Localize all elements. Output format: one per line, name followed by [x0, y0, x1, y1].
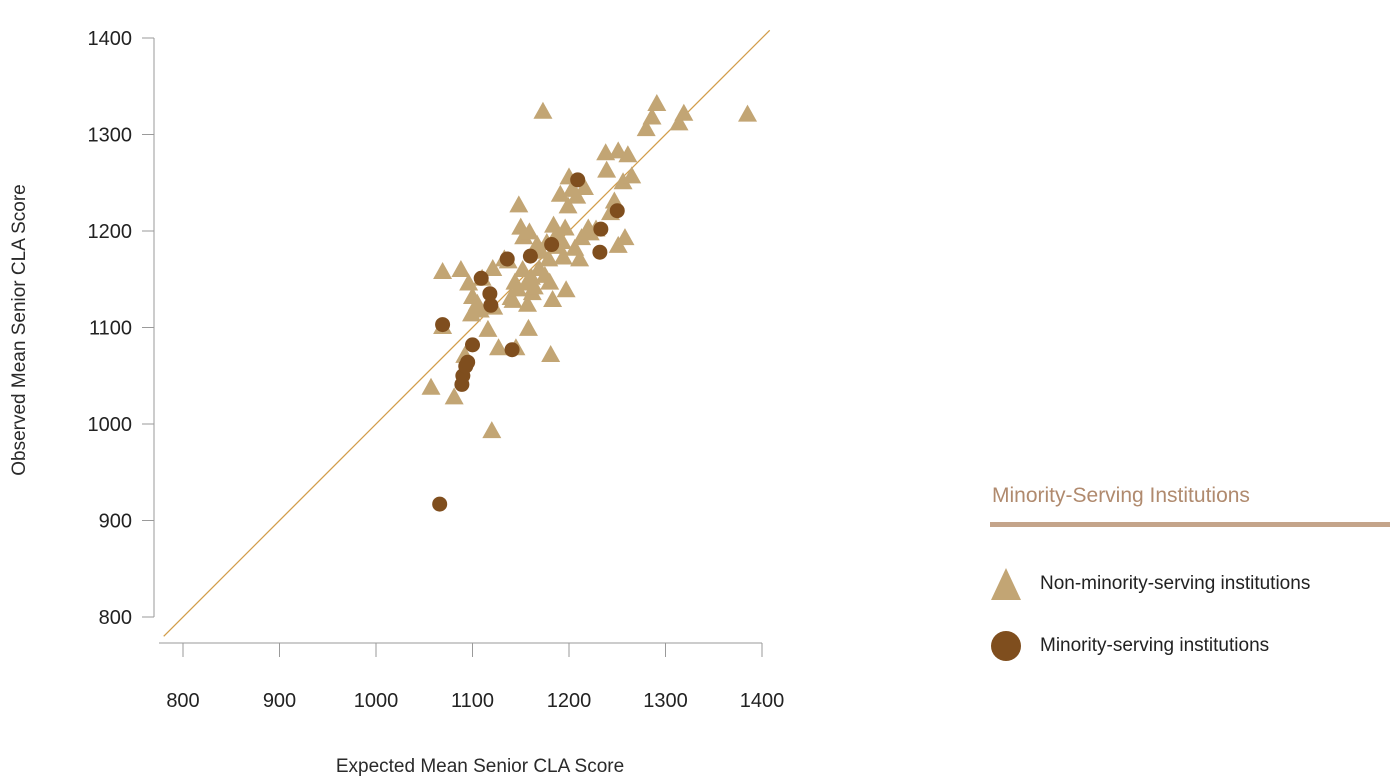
triangle-point: [433, 261, 453, 279]
legend-item-non-minority: Non-minority-serving institutions: [990, 566, 1310, 602]
triangle-point: [543, 289, 563, 307]
x-tick-label: 1100: [451, 690, 494, 712]
triangle-point: [555, 218, 575, 236]
triangle-point: [558, 196, 578, 214]
triangle-point: [647, 94, 667, 112]
triangle-point: [544, 215, 564, 233]
circle-point: [522, 248, 538, 264]
triangle-point: [574, 178, 594, 195]
circle-point: [460, 354, 476, 370]
legend-title: Minority-Serving Institutions: [992, 484, 1250, 507]
triangle-point: [459, 273, 479, 291]
triangle-point: [597, 160, 617, 178]
triangle-point: [519, 222, 539, 240]
triangle-point: [518, 294, 538, 312]
x-axis-title: Expected Mean Senior CLA Score: [336, 756, 624, 777]
triangle-point: [618, 145, 638, 163]
triangle-point: [503, 290, 523, 308]
legend-label: Non-minority-serving institutions: [1040, 573, 1311, 594]
triangle-point: [533, 101, 553, 119]
triangle-point: [482, 421, 502, 439]
triangle-point: [622, 166, 642, 184]
triangle-point: [470, 300, 490, 318]
legend-item-minority: Minority-serving institutions: [990, 628, 1269, 664]
y-tick-label: 1200: [88, 221, 133, 243]
triangle-point: [539, 249, 559, 267]
y-tick-label: 1400: [88, 28, 133, 50]
circle-point: [609, 203, 625, 219]
triangle-point: [444, 387, 464, 405]
circle-point: [499, 251, 515, 267]
chart-axes: 800 900 1000 1100 1200 1300 1400 800 900 1000 1100…: [88, 28, 785, 712]
triangle-point: [513, 260, 533, 278]
triangle-point: [738, 104, 758, 122]
circle-icon: [991, 631, 1021, 661]
y-tick-label: 1100: [89, 318, 132, 340]
x-tick-label: 1300: [643, 690, 688, 712]
circle-point: [435, 317, 451, 333]
triangle-point: [518, 318, 538, 336]
triangle-point: [478, 319, 498, 337]
triangle-point: [483, 259, 503, 277]
y-tick-label: 800: [99, 607, 132, 629]
triangle-point: [570, 249, 590, 267]
triangle-point: [669, 113, 689, 131]
triangle-point: [541, 344, 561, 362]
x-tick-label: 1000: [354, 690, 399, 712]
circle-point: [465, 337, 480, 353]
triangle-point: [540, 272, 560, 290]
triangle-point: [553, 247, 573, 265]
triangle-point: [508, 279, 528, 297]
triangle-point: [613, 172, 633, 190]
circle-point: [473, 270, 489, 286]
x-tick-label: 900: [263, 690, 296, 712]
triangle-point: [636, 119, 656, 137]
triangle-point: [521, 267, 541, 285]
circle-point: [504, 342, 520, 358]
triangle-point: [642, 107, 662, 125]
circle-point: [570, 172, 586, 188]
y-tick-label: 1000: [88, 414, 133, 436]
circle-point: [483, 297, 499, 313]
triangle-point: [509, 195, 529, 213]
chart-marks: [421, 94, 758, 512]
y-axis-title: Observed Mean Senior CLA Score: [9, 184, 30, 476]
x-tick-label: 1200: [547, 690, 592, 712]
circle-point: [592, 244, 608, 260]
x-tick-label: 800: [166, 690, 199, 712]
circle-point: [482, 286, 498, 302]
y-tick-label: 900: [99, 511, 132, 533]
triangle-point: [674, 103, 694, 121]
triangle-point: [524, 277, 544, 295]
triangle-point: [489, 338, 509, 356]
circle-point: [544, 237, 560, 253]
circle-point: [432, 496, 448, 512]
legend: Minority-Serving Institutions Non-minori…: [990, 478, 1390, 661]
triangle-icon: [991, 568, 1021, 600]
x-tick-label: 1400: [740, 690, 785, 712]
triangle-point: [550, 184, 570, 202]
circle-point: [593, 221, 609, 237]
triangle-point: [556, 280, 576, 298]
triangle-point: [572, 228, 592, 246]
reference-line-group: [163, 29, 771, 637]
triangle-point: [615, 228, 635, 246]
y-tick-label: 1300: [88, 125, 133, 147]
legend-divider: [990, 522, 1390, 527]
triangle-point: [451, 260, 471, 278]
legend-label: Minority-serving institutions: [1040, 635, 1270, 656]
triangle-point: [421, 377, 441, 395]
triangle-point: [567, 186, 587, 204]
scatter-chart: 800 900 1000 1100 1200 1300 1400 800 900 1000 1100…: [9, 28, 785, 777]
reference-line: [163, 29, 771, 637]
